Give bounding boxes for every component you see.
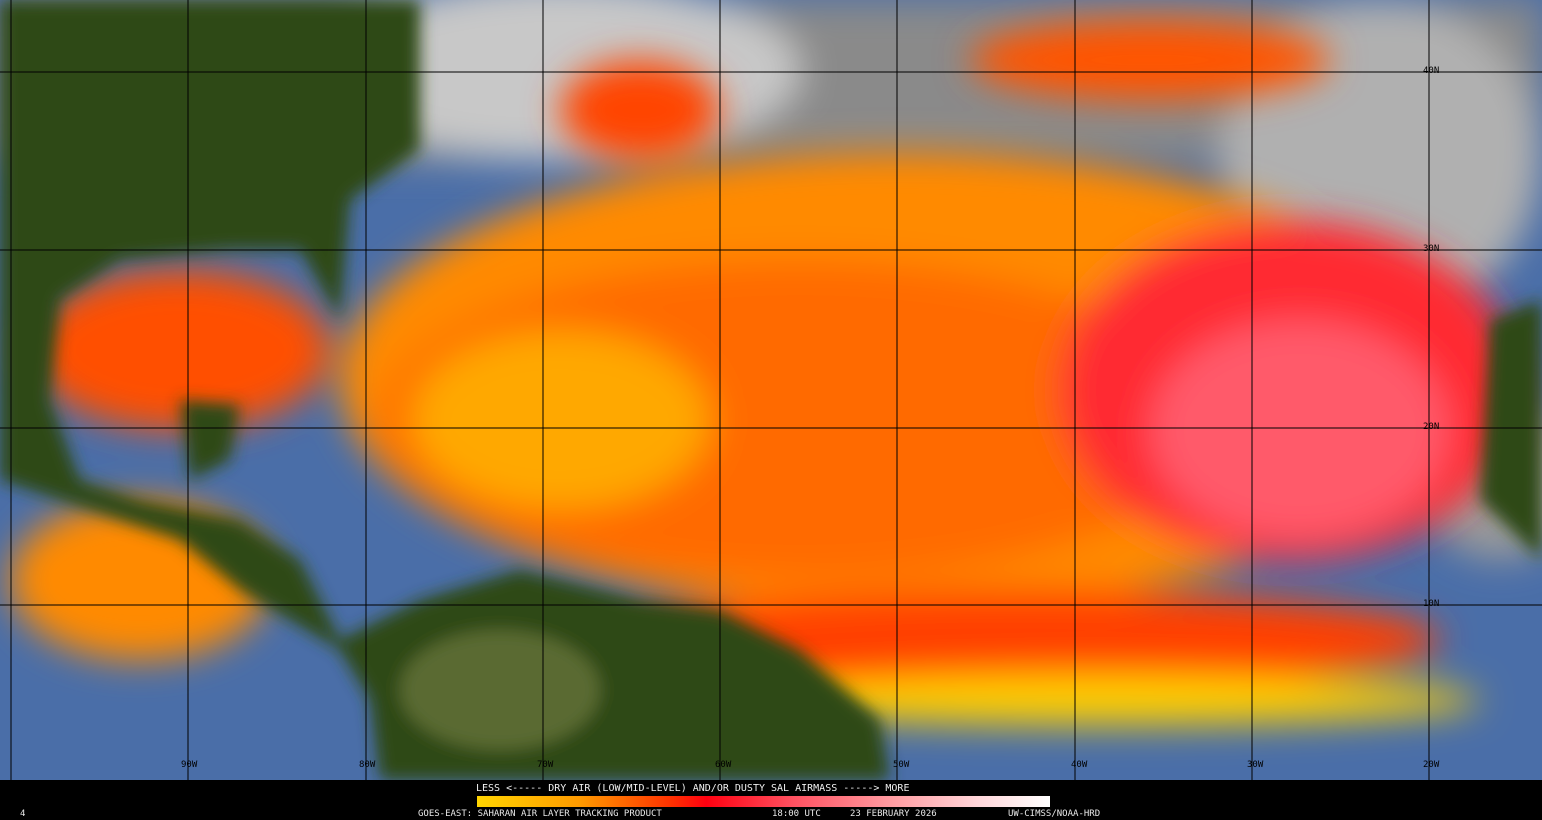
lat-label-20n: 20N (1423, 422, 1440, 432)
lon-label-90w: 90W (181, 760, 198, 770)
lat-label-40n: 40N (1423, 66, 1440, 76)
lat-label-30n: 30N (1423, 244, 1440, 254)
product-name: GOES-EAST: SAHARAN AIR LAYER TRACKING PR… (418, 809, 662, 819)
land-layer (0, 0, 1542, 780)
lat-label-10n: 10N (1423, 599, 1440, 609)
lon-label-50w: 50W (893, 760, 910, 770)
legend-title: LESS <----- DRY AIR (LOW/MID-LEVEL) AND/… (476, 783, 910, 794)
observation-date: 23 FEBRUARY 2026 (850, 809, 937, 819)
observation-time: 18:00 UTC (772, 809, 821, 819)
lon-label-60w: 60W (715, 760, 732, 770)
graticule (0, 0, 1542, 780)
frame-number: 4 (20, 809, 26, 819)
legend-colorbar (477, 796, 1050, 807)
dry-air-layer (10, 20, 1520, 725)
lon-label-40w: 40W (1071, 760, 1088, 770)
lon-label-80w: 80W (359, 760, 376, 770)
lon-label-20w: 20W (1423, 760, 1440, 770)
lon-label-70w: 70W (537, 760, 554, 770)
satellite-map (0, 0, 1542, 780)
lon-label-30w: 30W (1247, 760, 1264, 770)
credit: UW-CIMSS/NOAA-HRD (1008, 809, 1101, 819)
